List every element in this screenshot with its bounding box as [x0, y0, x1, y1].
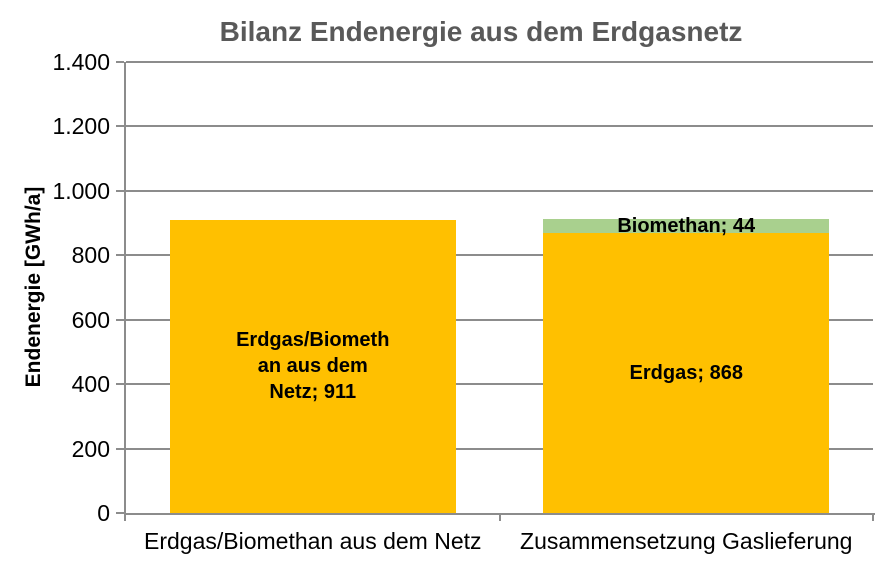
y-tick-label: 1.400: [52, 49, 110, 75]
bar-segment-label-line: Erdgas; 868: [629, 362, 743, 385]
y-tick-label: 1.200: [52, 113, 110, 140]
bar-segment-label-line: Biomethan; 44: [617, 215, 756, 238]
y-axis-tick: [116, 254, 124, 257]
x-axis-line: [124, 513, 875, 515]
x-category-label: Zusammensetzung Gaslieferung: [520, 528, 853, 554]
gridline: [126, 61, 873, 63]
gridline: [126, 383, 873, 386]
y-axis-tick: [116, 512, 124, 514]
bar-segment-label: Biomethan; 44: [617, 213, 755, 239]
gridline: [126, 254, 873, 257]
y-axis-tick: [116, 383, 124, 386]
bar-segment-label-line: an aus dem: [257, 355, 368, 378]
x-axis-tick: [498, 515, 501, 521]
bar-segment-label-line: Erdgas/Biometh: [236, 329, 390, 352]
y-axis-tick: [116, 125, 124, 128]
x-category-label: Erdgas/Biomethan aus dem Netz: [143, 528, 482, 554]
gridline: [126, 189, 873, 192]
y-tick-label: 200: [71, 435, 110, 462]
bar-segment: [543, 219, 830, 234]
bar-segment: [543, 233, 830, 513]
gridline: [126, 447, 873, 450]
y-axis-tick: [116, 447, 124, 450]
y-axis-line: [124, 62, 126, 515]
gridline: [126, 125, 873, 128]
y-tick-label: 400: [71, 371, 110, 398]
y-axis-tick: [116, 318, 124, 321]
x-axis-tick: [124, 515, 126, 521]
chart-title: Bilanz Endenergie aus dem Erdgasnetz: [219, 16, 743, 47]
y-tick-label: 800: [71, 242, 110, 269]
gridline: [126, 318, 873, 321]
bar-segment: [169, 219, 456, 513]
y-tick-label: 0: [97, 500, 110, 526]
y-axis-tick: [116, 189, 124, 192]
bar-segment-label: Erdgas; 868: [630, 360, 743, 386]
x-axis-tick: [872, 515, 874, 521]
y-tick-label: 1.000: [52, 177, 110, 204]
bar-segment-label-line: Netz; 911: [269, 381, 357, 404]
y-axis-tick: [116, 61, 124, 63]
y-tick-label: 600: [71, 306, 110, 333]
bar-segment-label: Erdgas/Biometh an aus dem Netz; 911: [236, 327, 389, 405]
